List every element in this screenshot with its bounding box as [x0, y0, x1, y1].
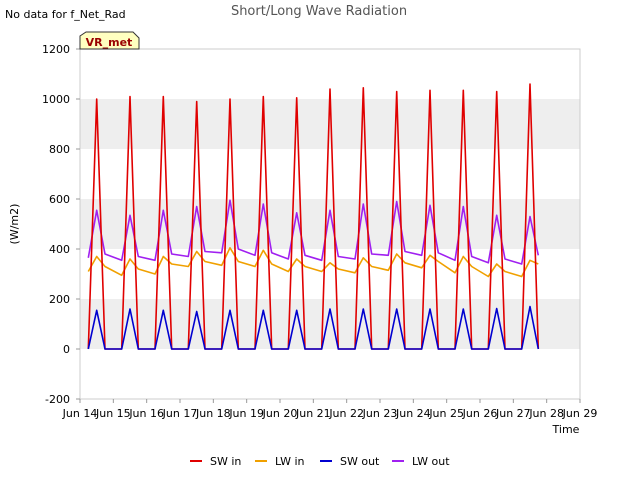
- x-tick-label: Jun 24: [395, 407, 431, 420]
- y-axis: -200 0 200 400 600 800 1000 1200: [42, 43, 80, 406]
- y-tick-label: 1200: [42, 43, 70, 56]
- grid-band: [80, 299, 580, 349]
- chart-title: Short/Long Wave Radiation: [231, 4, 407, 19]
- legend-label-lw-out: LW out: [412, 455, 450, 468]
- x-tick-label: Jun 23: [362, 407, 398, 420]
- y-tick-label: -200: [45, 393, 70, 406]
- plot-frame: [79, 48, 581, 400]
- x-tick-label: Jun 15: [95, 407, 131, 420]
- x-tick-label: Jun 29: [562, 407, 598, 420]
- series-lines: [87, 83, 540, 350]
- x-tick-label: Jun 28: [528, 407, 564, 420]
- y-tick-label: 0: [63, 343, 70, 356]
- x-tick-label: Jun 22: [328, 407, 364, 420]
- y-axis-label: (W/m2): [8, 204, 21, 245]
- site-badge: VR_met: [79, 31, 140, 50]
- x-tick-label: Jun 19: [228, 407, 264, 420]
- legend: SW in LW in SW out LW out: [190, 455, 450, 468]
- y-tick-label: 600: [49, 193, 70, 206]
- x-tick-label: Jun 27: [495, 407, 531, 420]
- site-badge-shape: [79, 31, 140, 50]
- x-tick-label: Jun 20: [262, 407, 298, 420]
- no-data-note: No data for f_Net_Rad: [5, 8, 126, 21]
- series-line-lw-out: [87, 199, 540, 265]
- series-line-lw-in: [87, 247, 539, 278]
- site-badge-label: VR_met: [86, 36, 133, 49]
- y-tick-label: 200: [49, 293, 70, 306]
- y-tick-label: 800: [49, 143, 70, 156]
- x-tick-label: Jun 21: [295, 407, 331, 420]
- x-axis-label: Time: [552, 423, 580, 436]
- x-tick-label: Jun 25: [428, 407, 464, 420]
- series-line-sw-out: [87, 305, 540, 350]
- x-tick-label: Jun 18: [195, 407, 231, 420]
- x-tick-label: Jun 14: [62, 407, 98, 420]
- y-tick-label: 1000: [42, 93, 70, 106]
- grid-band: [80, 199, 580, 249]
- x-tick-label: Jun 16: [128, 407, 164, 420]
- x-tick-label: Jun 17: [162, 407, 198, 420]
- legend-label-sw-out: SW out: [340, 455, 380, 468]
- y-tick-label: 400: [49, 243, 70, 256]
- legend-label-lw-in: LW in: [275, 455, 305, 468]
- x-tick-label: Jun 26: [462, 407, 498, 420]
- legend-label-sw-in: SW in: [210, 455, 241, 468]
